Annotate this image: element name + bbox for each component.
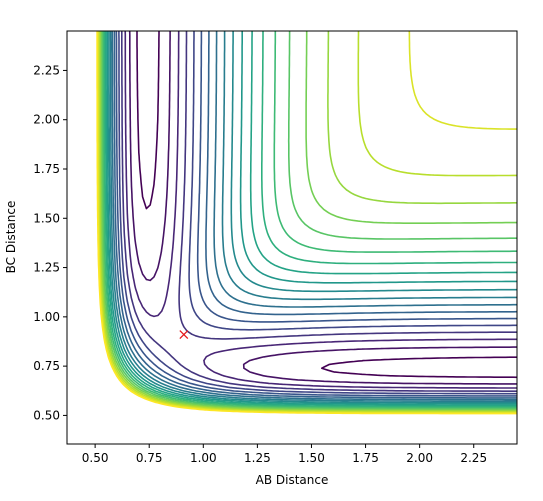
contour-level-9 [108, 31, 517, 404]
y-tick-label: 2.25 [33, 63, 60, 77]
contour-level-10 [106, 31, 517, 405]
contour-level-6 [113, 31, 517, 399]
contour-level-4 [118, 31, 517, 395]
contour-level-1 [128, 31, 517, 385]
y-tick-label: 1.50 [33, 211, 60, 225]
x-tick-label: 1.25 [244, 451, 271, 465]
contour-level-3 [121, 31, 517, 392]
contour-lines [96, 31, 517, 415]
contour-level-16 [99, 31, 517, 412]
plot-frame [66, 30, 518, 445]
y-tick-label: 0.50 [33, 408, 60, 422]
contour-level-18 [97, 31, 517, 414]
x-tick-label: 0.75 [136, 451, 163, 465]
x-tick-label: 2.25 [460, 451, 487, 465]
contour-level-2 [124, 31, 517, 389]
y-tick-label: 1.25 [33, 261, 60, 275]
x-axis: 0.50 0.75 1.00 1.25 1.50 1.75 2.00 2.25 [82, 444, 487, 465]
y-tick-label: 2.00 [33, 113, 60, 127]
contour-level-5 [115, 31, 517, 397]
y-axis-label: BC Distance [4, 201, 18, 274]
x-tick-label: 2.00 [406, 451, 433, 465]
y-tick-label: 0.75 [33, 359, 60, 373]
contour-level-14 [101, 31, 517, 410]
y-tick-label: 1.75 [33, 162, 60, 176]
contour-level-0 [136, 31, 517, 379]
x-tick-label: 0.50 [82, 451, 109, 465]
x-tick-label: 1.75 [352, 451, 379, 465]
x-tick-label: 1.00 [190, 451, 217, 465]
y-axis: 0.50 0.75 1.00 1.25 1.50 1.75 2.00 2.25 [33, 63, 67, 422]
x-tick-label: 1.50 [298, 451, 325, 465]
marker-layer [179, 330, 189, 340]
contour-level-11 [105, 31, 517, 407]
transition-state-marker [179, 330, 189, 340]
contour-level-13 [102, 31, 517, 409]
marker-stroke [179, 330, 189, 340]
y-tick-label: 1.00 [33, 310, 60, 324]
contour-level-7 [111, 31, 517, 401]
contour-level-8 [109, 31, 517, 403]
x-axis-label: AB Distance [256, 473, 329, 487]
contour-level-19 [96, 31, 517, 415]
contour-level-15 [100, 31, 517, 411]
contour-level-17 [98, 31, 517, 413]
contour-level-12 [103, 31, 517, 408]
